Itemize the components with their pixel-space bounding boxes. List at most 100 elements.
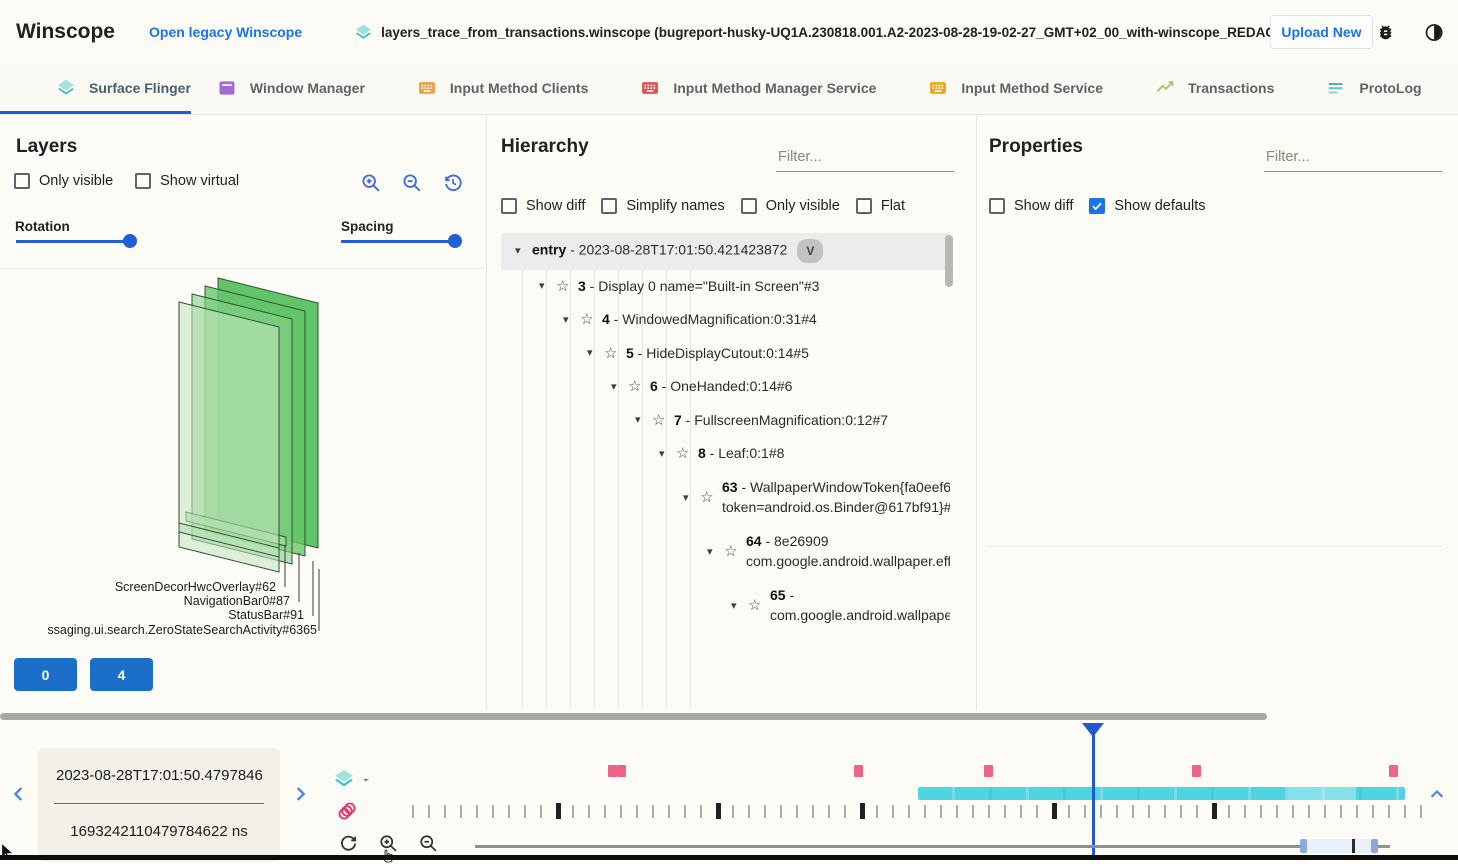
hierarchy-node-5[interactable]: ▾ ☆ 5 - HideDisplayCutout:0:14#5 xyxy=(501,337,950,371)
zoom-out-icon[interactable] xyxy=(401,172,423,194)
surface-flinger-trace-bar[interactable] xyxy=(918,787,1405,800)
next-entry-button[interactable] xyxy=(289,783,311,805)
rotation-slider[interactable] xyxy=(16,234,137,248)
hierarchy-node-7[interactable]: ▾ ☆ 7 - FullscreenMagnification:0:12#7 xyxy=(501,404,950,438)
tab-protolog[interactable]: ProtoLog xyxy=(1300,64,1447,114)
hierarchy-node-entry[interactable]: ▾ entry - 2023-08-28T17:01:50.421423872 V xyxy=(501,233,950,270)
history-icon[interactable] xyxy=(442,172,464,194)
layers-panel: Layers Only visible Show virtual Rotation… xyxy=(0,115,487,710)
tab-input-method-manager-service[interactable]: Input Method Manager Service xyxy=(614,64,902,114)
expand-chevron-icon[interactable]: ▾ xyxy=(707,545,713,558)
collapse-timeline-button[interactable] xyxy=(1427,784,1447,804)
checkbox-only-visible[interactable]: Only visible xyxy=(740,198,840,214)
expand-chevron-icon[interactable]: ▾ xyxy=(587,347,593,360)
transitions-trace-icon[interactable] xyxy=(336,800,358,822)
hierarchy-filter-input[interactable] xyxy=(776,145,954,172)
spacing-slider[interactable] xyxy=(341,234,462,248)
timeline-scrollbar[interactable] xyxy=(0,713,1267,720)
expand-chevron-icon[interactable]: ▾ xyxy=(683,491,689,504)
layers-icon xyxy=(354,23,373,42)
hierarchy-node-6[interactable]: ▾ ☆ 6 - OneHanded:0:14#6 xyxy=(501,370,950,404)
tab-tra[interactable]: Tra xyxy=(1448,64,1458,114)
checkbox-box[interactable] xyxy=(740,198,757,214)
minimap-selection[interactable] xyxy=(1300,839,1378,853)
dark-mode-icon[interactable] xyxy=(1424,22,1444,43)
pin-star-icon[interactable]: ☆ xyxy=(604,344,618,362)
checkbox-box[interactable] xyxy=(135,173,152,189)
timeline-zoom-out-icon[interactable] xyxy=(418,833,439,854)
tab-transactions[interactable]: Transactions xyxy=(1129,64,1300,114)
timestamp-ns-input[interactable] xyxy=(54,804,264,860)
previous-entry-button[interactable] xyxy=(8,783,30,805)
tab-input-method-clients[interactable]: Input Method Clients xyxy=(391,64,614,114)
tree-indent-guide xyxy=(642,269,643,708)
surface-flinger-trace-icon[interactable] xyxy=(333,768,355,790)
hierarchy-scrollbar[interactable] xyxy=(945,233,953,703)
expand-chevron-icon[interactable]: ▾ xyxy=(659,447,665,460)
pin-star-icon[interactable]: ☆ xyxy=(652,411,666,429)
layer-nav-button-0[interactable]: 0 xyxy=(14,658,77,691)
timeline-zoom-in-icon[interactable] xyxy=(378,833,399,854)
transition-marker[interactable] xyxy=(984,765,993,777)
properties-filter-input[interactable] xyxy=(1264,145,1442,172)
checkbox-box[interactable] xyxy=(14,173,30,189)
checkbox-simplify-names[interactable]: Simplify names xyxy=(601,198,725,214)
hierarchy-scrollbar-thumb[interactable] xyxy=(945,235,953,287)
pin-star-icon[interactable]: ☆ xyxy=(628,378,642,396)
checkbox-flat[interactable]: Flat xyxy=(855,198,905,214)
properties-options: Show diff Show defaults xyxy=(989,198,1205,214)
timestamp-human-input[interactable] xyxy=(54,748,264,804)
expand-chevron-icon[interactable]: ▾ xyxy=(611,380,617,393)
pin-star-icon[interactable]: ☆ xyxy=(556,277,570,295)
minimap-handle-right[interactable] xyxy=(1371,839,1378,853)
expand-chevron-icon[interactable]: ▾ xyxy=(563,313,569,326)
minimap-line[interactable] xyxy=(475,845,1390,848)
tab-window-manager[interactable]: Window Manager xyxy=(191,64,391,114)
checkbox-box[interactable] xyxy=(989,198,1005,214)
checkbox-show-diff[interactable]: Show diff xyxy=(501,198,585,214)
zoom-in-icon[interactable] xyxy=(360,172,382,194)
checkbox-show-virtual[interactable]: Show virtual xyxy=(135,173,239,189)
checkbox-box[interactable] xyxy=(601,198,618,214)
hierarchy-node-65[interactable]: ▾ ☆ 65 - com.google.android.wallpaper.effe… xyxy=(501,579,950,633)
checkbox-only-visible[interactable]: Only visible xyxy=(14,173,113,189)
refresh-icon[interactable] xyxy=(338,833,359,854)
timeline-cursor-line[interactable] xyxy=(1092,723,1095,856)
expand-chevron-icon[interactable]: ▾ xyxy=(515,245,521,258)
pin-star-icon[interactable]: ☆ xyxy=(580,311,594,329)
expand-chevron-icon[interactable]: ▾ xyxy=(731,599,737,612)
layers-3d-scene[interactable] xyxy=(0,265,487,645)
pin-star-icon[interactable]: ☆ xyxy=(676,445,690,463)
transition-marker[interactable] xyxy=(608,765,617,777)
layer-nav-button-4[interactable]: 4 xyxy=(90,658,153,691)
transition-marker[interactable] xyxy=(854,765,863,777)
tab-surface-flinger[interactable]: Surface Flinger xyxy=(0,64,191,114)
upload-new-button[interactable]: Upload New xyxy=(1270,15,1373,49)
checkbox-box[interactable] xyxy=(855,198,872,214)
checkbox-show-defaults[interactable]: Show defaults xyxy=(1089,198,1205,214)
transition-marker[interactable] xyxy=(617,765,626,777)
hierarchy-node-64[interactable]: ▾ ☆ 64 - 8e26909 com.google.android.wallpa… xyxy=(501,525,950,579)
hierarchy-node-4[interactable]: ▾ ☆ 4 - WindowedMagnification:0:31#4 xyxy=(501,303,950,337)
rotation-slider-thumb[interactable] xyxy=(123,234,137,248)
expand-chevron-icon[interactable]: ▾ xyxy=(635,414,641,427)
transition-marker[interactable] xyxy=(1192,765,1201,777)
open-legacy-winscope-link[interactable]: Open legacy Winscope xyxy=(149,24,303,40)
spacing-slider-thumb[interactable] xyxy=(448,234,462,248)
hierarchy-node-8[interactable]: ▾ ☆ 8 - Leaf:0:1#8 xyxy=(501,437,950,471)
checkbox-box[interactable] xyxy=(1089,198,1106,214)
pin-star-icon[interactable]: ☆ xyxy=(748,597,762,614)
pin-star-icon[interactable]: ☆ xyxy=(724,543,738,560)
checkbox-show-diff[interactable]: Show diff xyxy=(989,198,1073,214)
minimap-handle-left[interactable] xyxy=(1300,839,1307,853)
bug-report-icon[interactable] xyxy=(1376,22,1395,42)
transition-marker[interactable] xyxy=(1389,765,1398,777)
trace-select-caret-icon[interactable] xyxy=(359,773,373,787)
hierarchy-node-3[interactable]: ▾ ☆ 3 - Display 0 name="Built-in Screen"#3 xyxy=(501,270,950,304)
timeline-tick xyxy=(812,805,814,818)
pin-star-icon[interactable]: ☆ xyxy=(700,489,714,506)
tab-input-method-service[interactable]: Input Method Service xyxy=(902,64,1129,114)
expand-chevron-icon[interactable]: ▾ xyxy=(539,280,545,293)
hierarchy-node-63[interactable]: ▾ ☆ 63 - WallpaperWindowToken{fa0eef6 toke… xyxy=(501,471,950,525)
checkbox-box[interactable] xyxy=(501,198,517,214)
